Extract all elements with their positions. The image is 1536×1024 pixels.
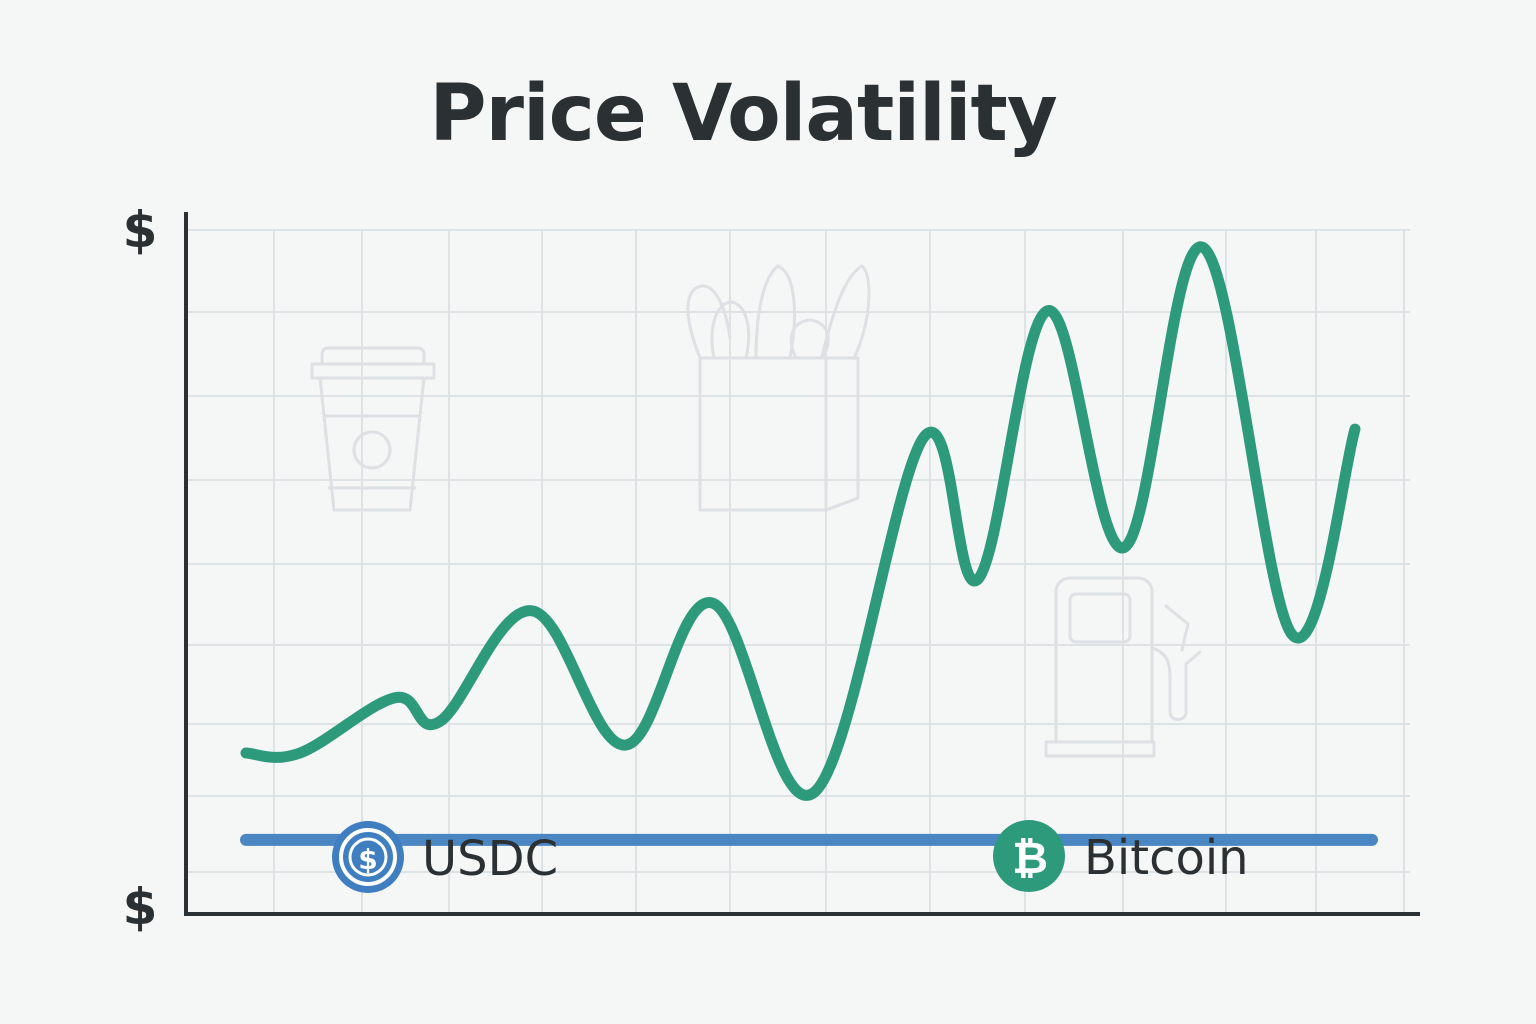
legend-label-bitcoin: Bitcoin — [1084, 830, 1249, 886]
y-axis-top-label: $ — [123, 201, 158, 259]
legend-item-usdc: $ USDC — [332, 821, 558, 893]
bitcoin-coin-icon: ₿ — [993, 820, 1065, 892]
y-axis-bottom-label: $ — [123, 878, 158, 936]
gas-pump-icon — [1044, 576, 1202, 758]
grocery-bag-icon — [686, 264, 871, 512]
chart-title: Price Volatility — [429, 69, 1057, 159]
legend-label-usdc: USDC — [422, 831, 558, 887]
chart-grid — [186, 229, 1410, 914]
legend-item-bitcoin: ₿ Bitcoin — [993, 820, 1249, 892]
usdc-coin-icon: $ — [332, 821, 404, 893]
coffee-cup-icon — [310, 346, 436, 512]
svg-text:$: $ — [358, 843, 377, 876]
bitcoin-series-line — [240, 241, 1361, 801]
svg-text:₿: ₿ — [1012, 833, 1048, 884]
